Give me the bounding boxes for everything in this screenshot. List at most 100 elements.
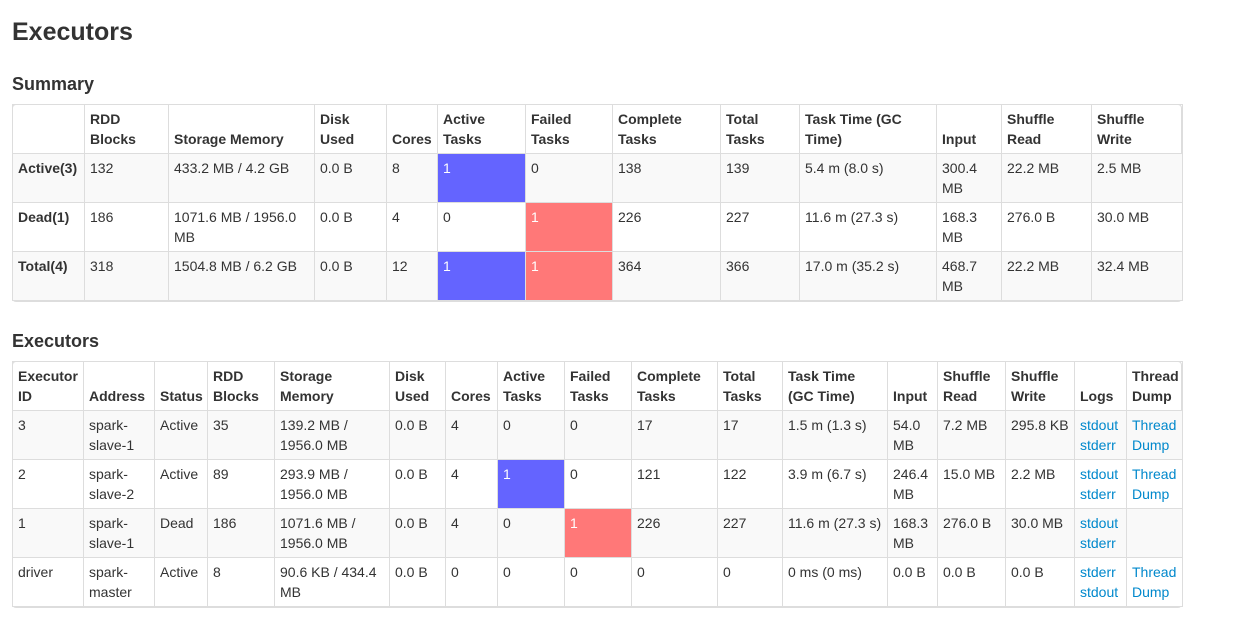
executor-active-tasks: 1 [497,459,565,509]
summary-shuffle-write: 30.0 MB [1091,202,1183,252]
col-cores[interactable]: Cores [445,361,498,411]
executor-disk-used: 0.0 B [389,459,446,509]
col-complete-tasks[interactable]: Complete Tasks [631,361,718,411]
executor-disk-used: 0.0 B [389,557,446,607]
summary-cores: 12 [386,251,438,301]
log-link-stdout[interactable]: stdout [1080,515,1119,531]
summary-row-dead: Dead(1) 186 1071.6 MB / 1956.0 MB 0.0 B … [12,202,1183,252]
summary-complete-tasks: 138 [612,153,721,203]
executor-task-time: 1.5 m (1.3 s) [782,410,888,460]
summary-col-complete-tasks[interactable]: Complete Tasks [612,104,721,154]
executor-id: 1 [12,508,84,558]
summary-task-time: 17.0 m (35.2 s) [799,251,937,301]
executor-thread-dump: Thread Dump [1126,459,1183,509]
summary-total-tasks: 227 [720,202,800,252]
col-address[interactable]: Address [83,361,155,411]
col-input[interactable]: Input [887,361,938,411]
col-failed-tasks[interactable]: Failed Tasks [564,361,632,411]
executor-input: 168.3 MB [887,508,938,558]
summary-task-time: 11.6 m (27.3 s) [799,202,937,252]
executor-total-tasks: 17 [717,410,783,460]
summary-cores: 4 [386,202,438,252]
col-shuffle-write[interactable]: Shuffle Write [1005,361,1075,411]
col-disk-used[interactable]: Disk Used [389,361,446,411]
executor-total-tasks: 227 [717,508,783,558]
executor-shuffle-write: 2.2 MB [1005,459,1075,509]
col-task-time[interactable]: Task Time (GC Time) [782,361,888,411]
summary-task-time: 5.4 m (8.0 s) [799,153,937,203]
log-link-stderr[interactable]: stderr [1080,564,1116,580]
executor-logs: stdout stderr [1074,459,1127,509]
executor-row: driver spark-master Active 8 90.6 KB / 4… [12,557,1183,607]
summary-rdd-blocks: 318 [84,251,169,301]
summary-disk-used: 0.0 B [314,153,387,203]
summary-col-rdd-blocks[interactable]: RDD Blocks [84,104,169,154]
summary-col-shuffle-write[interactable]: Shuffle Write [1091,104,1183,154]
executor-rdd-blocks: 35 [207,410,275,460]
summary-row-label: Total(4) [12,251,85,301]
executor-storage-memory: 90.6 KB / 434.4 MB [274,557,390,607]
summary-storage-memory: 1071.6 MB / 1956.0 MB [168,202,315,252]
executor-status: Dead [154,508,208,558]
col-thread-dump: Thread Dump [1126,361,1183,411]
summary-col-active-tasks[interactable]: Active Tasks [437,104,526,154]
col-executor-id[interactable]: Executor ID [12,361,84,411]
thread-dump-link[interactable]: Thread Dump [1132,564,1177,600]
summary-shuffle-read: 22.2 MB [1001,153,1092,203]
executor-address: spark-slave-2 [83,459,155,509]
summary-col-disk-used[interactable]: Disk Used [314,104,387,154]
log-link-stdout[interactable]: stdout [1080,466,1119,482]
executor-active-tasks: 0 [497,508,565,558]
executor-status: Active [154,410,208,460]
summary-col-storage-memory[interactable]: Storage Memory [168,104,315,154]
summary-col-task-time[interactable]: Task Time (GC Time) [799,104,937,154]
col-status[interactable]: Status [154,361,208,411]
col-storage-memory[interactable]: Storage Memory [274,361,390,411]
executor-logs: stdout stderr [1074,508,1127,558]
log-link-stderr[interactable]: stderr [1080,486,1116,502]
executor-shuffle-read: 7.2 MB [937,410,1006,460]
executor-shuffle-read: 0.0 B [937,557,1006,607]
log-link-stderr[interactable]: stderr [1080,535,1116,551]
executor-id: 3 [12,410,84,460]
summary-table: RDD Blocks Storage Memory Disk Used Core… [12,104,1183,301]
col-total-tasks[interactable]: Total Tasks [717,361,783,411]
executor-failed-tasks: 0 [564,410,632,460]
summary-col-cores[interactable]: Cores [386,104,438,154]
summary-disk-used: 0.0 B [314,202,387,252]
executor-total-tasks: 0 [717,557,783,607]
summary-total-tasks: 366 [720,251,800,301]
log-link-stdout[interactable]: stdout [1080,417,1119,433]
col-active-tasks[interactable]: Active Tasks [497,361,565,411]
summary-col-input[interactable]: Input [936,104,1002,154]
summary-storage-memory: 433.2 MB / 4.2 GB [168,153,315,203]
executor-active-tasks: 0 [497,557,565,607]
executor-status: Active [154,459,208,509]
executor-id: 2 [12,459,84,509]
executor-rdd-blocks: 186 [207,508,275,558]
col-shuffle-read[interactable]: Shuffle Read [937,361,1006,411]
summary-storage-memory: 1504.8 MB / 6.2 GB [168,251,315,301]
executor-input: 0.0 B [887,557,938,607]
log-link-stdout[interactable]: stdout [1080,584,1119,600]
thread-dump-link[interactable]: Thread Dump [1132,417,1177,453]
summary-input: 300.4 MB [936,153,1002,203]
summary-rdd-blocks: 186 [84,202,169,252]
summary-col-total-tasks[interactable]: Total Tasks [720,104,800,154]
executor-shuffle-write: 30.0 MB [1005,508,1075,558]
executor-total-tasks: 122 [717,459,783,509]
summary-col-shuffle-read[interactable]: Shuffle Read [1001,104,1092,154]
summary-failed-tasks: 0 [525,153,613,203]
summary-header-row: RDD Blocks Storage Memory Disk Used Core… [12,104,1183,154]
executor-failed-tasks: 0 [564,557,632,607]
executor-status: Active [154,557,208,607]
executor-complete-tasks: 121 [631,459,718,509]
col-rdd-blocks[interactable]: RDD Blocks [207,361,275,411]
summary-input: 168.3 MB [936,202,1002,252]
summary-col-label [12,104,85,154]
executor-row: 2 spark-slave-2 Active 89 293.9 MB / 195… [12,459,1183,509]
summary-col-failed-tasks[interactable]: Failed Tasks [525,104,613,154]
thread-dump-link[interactable]: Thread Dump [1132,466,1177,502]
log-link-stderr[interactable]: stderr [1080,437,1116,453]
executor-shuffle-read: 276.0 B [937,508,1006,558]
